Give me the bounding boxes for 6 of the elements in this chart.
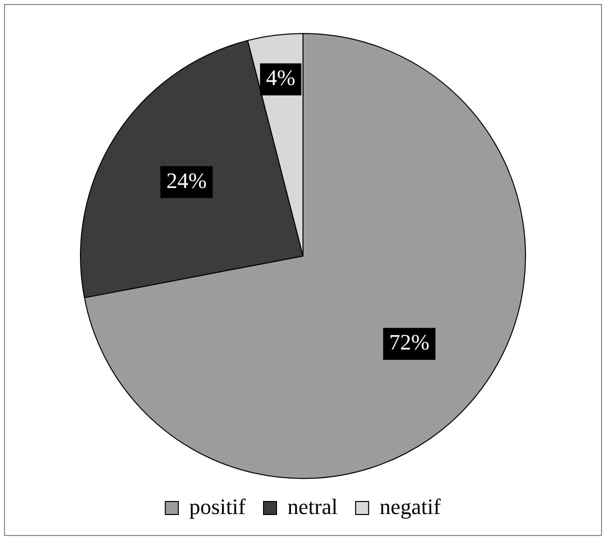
data-label: 4% [266, 65, 296, 90]
data-label: 24% [166, 168, 207, 193]
data-label: 72% [389, 330, 430, 355]
legend-label: netral [288, 494, 338, 519]
legend-label: negatif [380, 494, 442, 519]
legend-label: positif [189, 494, 246, 519]
